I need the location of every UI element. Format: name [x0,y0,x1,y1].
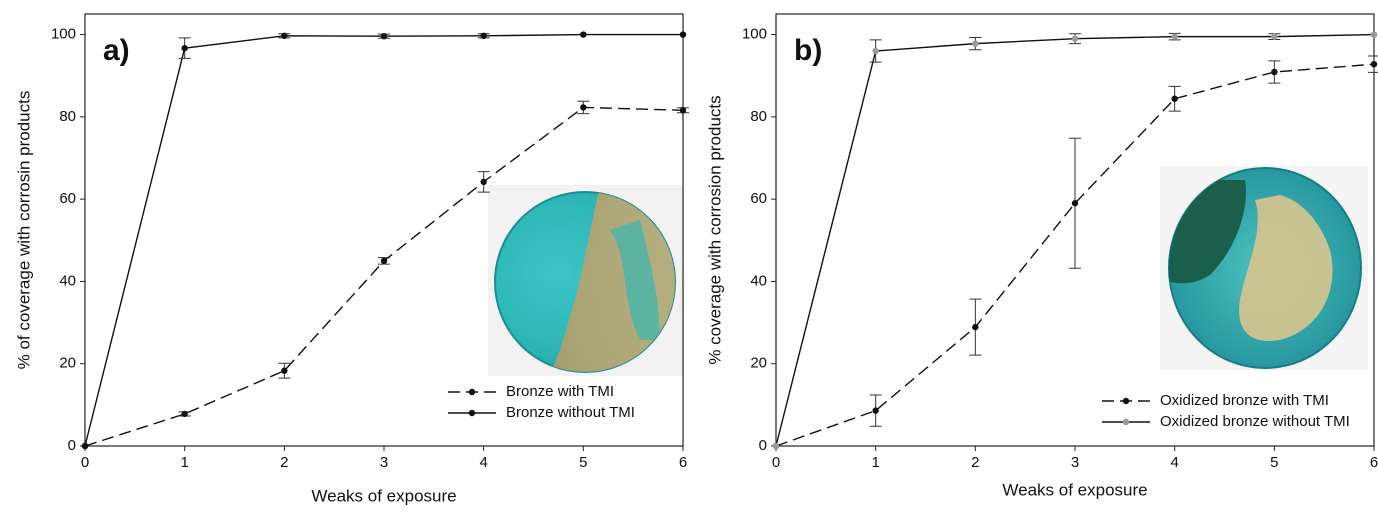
data-point [1271,69,1277,75]
data-point [872,48,878,54]
legend-label: Oxidized bronze without TMI [1160,413,1350,430]
data-point [181,411,187,417]
data-point [872,407,878,413]
data-point [480,179,486,185]
data-point [381,258,387,264]
data-point [181,45,187,51]
legend-marker [469,410,475,416]
x-tick-label: 4 [1170,454,1178,471]
data-point [580,31,586,37]
y-tick-label: 80 [59,108,76,125]
x-tick-label: 0 [81,454,89,471]
y-axis-title: % of coverage with corrosin products [14,91,33,370]
y-tick-label: 20 [750,355,767,372]
data-point [773,443,779,449]
y-tick-label: 60 [59,190,76,207]
legend-label: Oxidized bronze with TMI [1160,392,1329,409]
x-tick-label: 3 [1071,454,1079,471]
x-tick-label: 5 [1270,454,1278,471]
legend-marker [1123,419,1129,425]
data-point [1371,61,1377,67]
y-tick-label: 100 [51,26,76,43]
data-point [1171,96,1177,102]
data-point [1072,35,1078,41]
x-tick-label: 2 [280,454,288,471]
x-tick-label: 4 [479,454,487,471]
x-tick-label: 1 [180,454,188,471]
panel-label: a) [103,34,130,67]
photo-inset-a [488,185,690,380]
data-point [281,368,287,374]
data-point [1171,33,1177,39]
x-axis-title: Weaks of exposure [1002,480,1147,499]
x-tick-label: 5 [579,454,587,471]
y-tick-label: 100 [742,26,767,43]
y-tick-label: 60 [750,190,767,207]
y-tick-label: 0 [759,437,767,454]
data-point [82,443,88,449]
y-tick-label: 20 [59,355,76,372]
data-point [480,33,486,39]
x-tick-label: 3 [380,454,388,471]
data-point [680,31,686,37]
y-tick-label: 80 [750,108,767,125]
x-tick-label: 6 [679,454,687,471]
data-point [1072,200,1078,206]
x-tick-label: 0 [772,454,780,471]
y-tick-label: 40 [59,272,76,289]
data-point [281,33,287,39]
y-tick-label: 0 [68,437,76,454]
legend-label: Bronze without TMI [506,404,635,421]
y-tick-label: 40 [750,272,767,289]
legend-label: Bronze with TMI [506,383,614,400]
data-point [381,33,387,39]
x-tick-label: 6 [1370,454,1378,471]
data-point [972,324,978,330]
data-point [1371,31,1377,37]
figure: 0123456020406080100Weaks of exposure% of… [0,0,1378,507]
x-tick-label: 2 [971,454,979,471]
y-axis-title: % coverage with corrosion products [705,95,724,364]
panel-label: b) [794,34,822,67]
legend-marker [469,389,475,395]
photo-inset-b [1160,166,1368,370]
data-point [1271,33,1277,39]
data-point [580,104,586,110]
legend-marker [1123,398,1129,404]
data-point [972,40,978,46]
x-tick-label: 1 [871,454,879,471]
x-axis-title: Weaks of exposure [311,486,456,505]
data-point [680,107,686,113]
